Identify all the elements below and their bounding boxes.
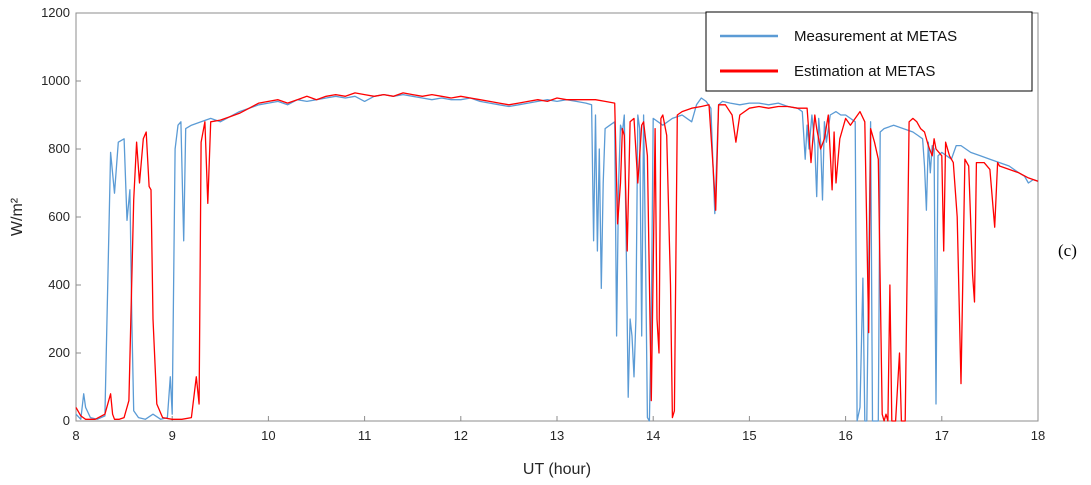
legend-label-estimation: Estimation at METAS: [794, 63, 935, 80]
x-axis-label: UT (hour): [523, 461, 591, 478]
x-tick-label: 13: [550, 428, 564, 443]
x-axis-ticks: 8 9 10 11 12 13 14 15 16 17 18: [72, 416, 1045, 443]
y-tick-label: 800: [48, 141, 70, 156]
series-line-measurement: [75, 93, 1039, 422]
x-tick-label: 16: [838, 428, 852, 443]
x-tick-label: 8: [72, 428, 79, 443]
x-tick-label: 17: [935, 428, 949, 443]
x-tick-label: 14: [646, 428, 660, 443]
legend-box: [705, 11, 1033, 92]
x-tick-label: 10: [261, 428, 275, 443]
x-tick-label: 15: [742, 428, 756, 443]
legend-label-measurement: Measurement at METAS: [794, 28, 957, 45]
y-tick-label: 400: [48, 277, 70, 292]
series-line-estimation: [75, 92, 1039, 422]
y-axis-ticks: 0 200 400 600 800 1000 1200: [41, 5, 81, 428]
x-tick-label: 18: [1031, 428, 1045, 443]
y-tick-label: 1000: [41, 73, 70, 88]
y-tick-label: 0: [63, 413, 70, 428]
y-tick-label: 200: [48, 345, 70, 360]
x-tick-label: 11: [358, 428, 372, 443]
series-layer: [75, 92, 1039, 422]
x-tick-label: 9: [169, 428, 176, 443]
panel-label: (c): [1058, 241, 1077, 260]
legend: Measurement at METAS Estimation at METAS: [705, 11, 1033, 92]
y-axis-label: W/m²: [9, 197, 26, 236]
y-tick-label: 600: [48, 209, 70, 224]
y-tick-label: 1200: [41, 5, 70, 20]
x-tick-label: 12: [454, 428, 468, 443]
